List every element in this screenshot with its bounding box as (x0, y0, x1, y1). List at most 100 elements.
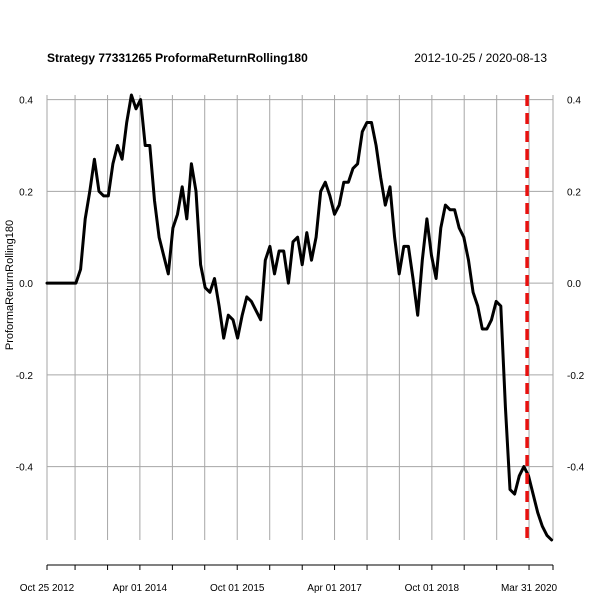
data-point (454, 209, 456, 211)
data-point (523, 466, 525, 468)
data-point (223, 337, 225, 339)
y-tick-label-left: 0.2 (19, 187, 33, 198)
data-point (380, 177, 382, 179)
y-tick-label-right: -0.2 (567, 371, 585, 382)
data-point (361, 131, 363, 133)
data-point (297, 236, 299, 238)
data-point (449, 209, 451, 211)
data-point (541, 525, 543, 527)
data-point (357, 163, 359, 165)
y-tick-label-right: 0.2 (567, 187, 581, 198)
data-point (333, 213, 336, 215)
data-point (287, 282, 289, 284)
data-point (430, 255, 433, 257)
data-point (384, 204, 386, 206)
data-point (89, 190, 91, 192)
data-point (500, 305, 502, 307)
data-point (93, 158, 95, 160)
data-point (84, 218, 86, 220)
data-point (421, 259, 423, 261)
x-tick-label: Mar 31 2020 (501, 583, 558, 594)
data-point (121, 158, 123, 160)
data-point (435, 277, 437, 280)
data-point (407, 245, 409, 247)
data-point (292, 241, 294, 243)
y-tick-label-left: -0.2 (16, 371, 34, 382)
y-tick-label-left: 0.0 (19, 279, 33, 290)
data-point (250, 300, 252, 302)
data-point (232, 319, 234, 321)
data-point (458, 227, 460, 229)
data-point (495, 300, 497, 302)
data-point (306, 232, 308, 234)
chart-title: Strategy 77331265 ProformaReturnRolling1… (47, 51, 308, 65)
data-point (163, 255, 165, 257)
data-point (181, 186, 183, 188)
data-point (403, 245, 405, 247)
data-point (509, 488, 511, 491)
y-tick-label-left: -0.4 (16, 463, 34, 474)
data-point (310, 259, 313, 261)
x-tick-label: Apr 01 2017 (307, 583, 362, 594)
data-point (149, 144, 151, 147)
data-point (504, 406, 506, 408)
data-point (412, 277, 414, 280)
axes: 0.4 0.4 0.2 0.2 0.0 0.0 -0.2 -0.2 -0.4 -0.4 Oct 25… (16, 96, 585, 594)
data-point (186, 218, 188, 220)
data-point (80, 268, 82, 270)
data-point (241, 314, 243, 316)
data-point (338, 204, 340, 206)
data-point (343, 181, 345, 183)
data-point (370, 121, 373, 124)
data-point (398, 273, 400, 275)
data-point (463, 236, 465, 238)
x-tick-label: Oct 01 2018 (405, 583, 460, 594)
data-point (477, 305, 479, 307)
data-point (209, 291, 211, 293)
data-point (514, 493, 516, 495)
data-point (140, 99, 142, 101)
data-point (347, 181, 349, 183)
data-point (227, 314, 229, 316)
data-point (320, 190, 322, 192)
data-point (283, 250, 285, 252)
data-point (301, 264, 303, 266)
data-point (130, 94, 132, 96)
data-point (269, 245, 271, 247)
data-point (426, 218, 428, 220)
data-point (126, 121, 128, 124)
data-point (264, 259, 266, 261)
data-point (46, 282, 48, 284)
data-point (176, 213, 179, 215)
x-tick-label: Oct 01 2015 (210, 583, 265, 594)
data-point (315, 236, 317, 238)
data-point (440, 227, 442, 229)
data-point (195, 190, 197, 192)
data-point (551, 539, 553, 541)
data-point (172, 227, 174, 229)
y-tick-label-left: 0.4 (19, 96, 33, 107)
data-point (103, 195, 105, 197)
data-point (486, 328, 488, 330)
data-point (112, 163, 114, 165)
data-point (204, 287, 206, 289)
data-point (537, 511, 539, 514)
data-point (444, 204, 446, 206)
data-point (260, 319, 262, 321)
data-point (490, 319, 493, 321)
data-point (417, 314, 419, 316)
data-point (167, 273, 169, 275)
data-point (375, 144, 377, 147)
data-point (532, 493, 534, 495)
data-point (389, 186, 391, 188)
data-point (546, 534, 548, 537)
data-point (218, 305, 220, 307)
data-point (352, 167, 354, 169)
data-point (278, 250, 280, 252)
chart-date-range: 2012-10-25 / 2020-08-13 (414, 51, 547, 65)
y-tick-label-right: -0.4 (567, 463, 585, 474)
data-point (135, 108, 137, 110)
data-point (153, 199, 156, 202)
x-tick-label: Apr 01 2014 (113, 583, 168, 594)
